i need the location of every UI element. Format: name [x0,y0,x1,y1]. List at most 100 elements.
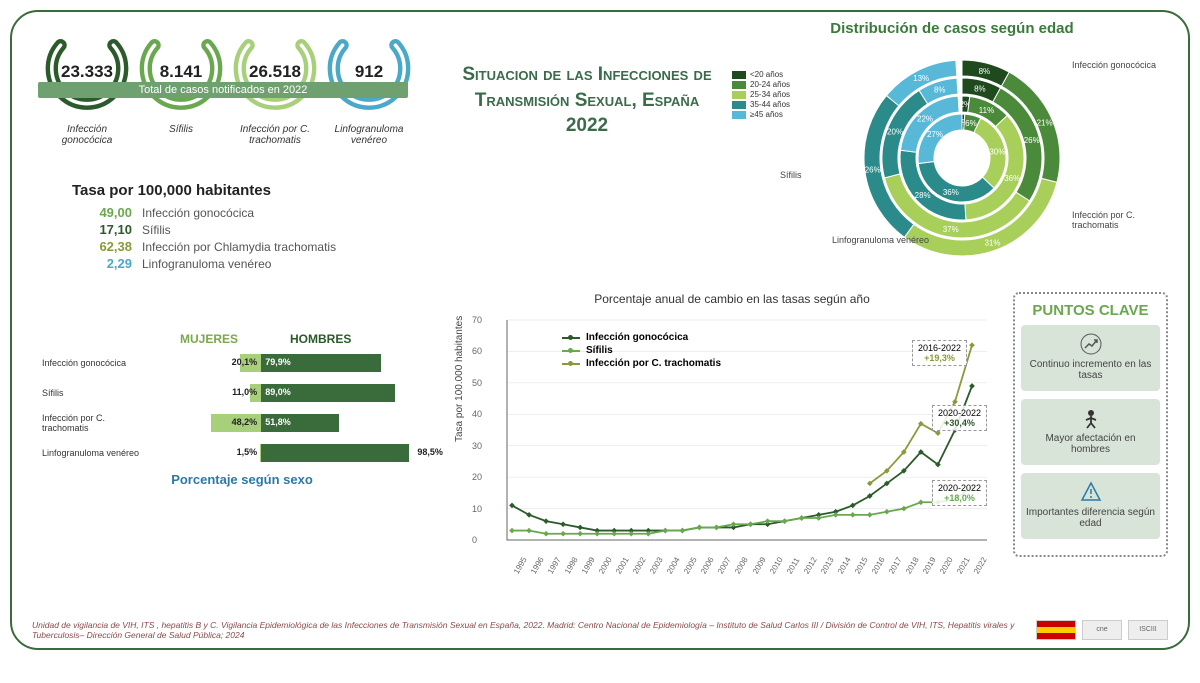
line-chart-legend: Infección gonocócica Sífilis Infección por… [562,330,721,371]
svg-text:6%: 6% [965,119,977,128]
line-chart-callout: 2020-2022+18,0% [932,480,987,506]
rate-label: Linfogranuloma venéreo [142,257,271,271]
donut-callout-sif: Sífilis [780,170,802,180]
donut-chart: Distribución de casos según edad 8% 21% 31… [732,20,1172,270]
bar-male: 98,5% [261,444,409,462]
svg-text:30%: 30% [989,147,1005,156]
svg-text:8%: 8% [979,67,991,76]
key-point-card: Importantes diferencia según edad [1021,473,1160,539]
sex-row-label: Infección gonocócica [42,358,152,368]
line-chart-title: Porcentaje anual de cambio en las tasas … [462,292,1002,306]
svg-text:28%: 28% [915,191,931,200]
legend-item: Infección gonocócica [562,332,721,343]
svg-text:21%: 21% [1037,118,1053,127]
footer: Unidad de vigilancia de VIH, ITS , hepat… [32,620,1168,640]
sex-caption: Porcentaje según sexo [42,472,442,487]
svg-text:26%: 26% [865,165,881,174]
logo-cne-icon: cne [1082,620,1122,640]
infographic-frame: 23.333 Infección gonocócica 8.141 Sífili… [10,10,1190,650]
badge-value: 912 [324,62,414,82]
bar-male: 79,9% [261,354,381,372]
main-title: Situacion de las Infecciones de Transmis… [462,62,712,139]
ytick: 40 [472,409,482,419]
svg-text:11%: 11% [979,106,994,115]
legend-item: Infección por C. trachomatis [562,358,721,369]
ytick: 30 [472,441,482,451]
rate-row: 62,38 Infección por Chlamydia trachomati… [72,239,336,254]
svg-text:36%: 36% [1004,174,1020,183]
badge-label: Linfogranuloma venéreo [324,124,414,146]
line-chart-ylabel: Tasa por 100.000 habitantes [454,316,465,442]
logo-spain-flag-icon [1036,620,1076,640]
line-chart-callout: 2016-2022+19,3% [912,340,967,366]
line-chart: Porcentaje anual de cambio en las tasas … [462,292,1002,602]
rate-row: 17,10 Sífilis [72,222,336,237]
svg-text:31%: 31% [984,239,1000,248]
rate-value: 17,10 [72,222,132,237]
svg-text:20%: 20% [887,127,903,136]
rates-title: Tasa por 100,000 habitantes [72,182,336,199]
donut-legend-item: 20-24 años [732,80,790,89]
bar-male: 51,8% [261,414,339,432]
footer-text: Unidad de vigilancia de VIH, ITS , hepat… [32,620,1026,640]
rate-row: 49,00 Infección gonocócica [72,205,336,220]
bar-male: 89,0% [261,384,395,402]
badges-band: Total de casos notificados en 2022 [38,82,408,98]
svg-text:37%: 37% [943,225,959,234]
footer-logos: cne ISCIII [1036,620,1168,640]
bar-female: 48,2% [211,414,262,432]
badge-label: Sífilis [136,124,226,135]
donut-legend-item: 25-34 años [732,90,790,99]
person-icon [1025,407,1156,429]
alert-icon [1025,481,1156,503]
donut-legend: <20 años20-24 años25-34 años35-44 años≥4… [732,70,790,120]
ytick: 70 [472,315,482,325]
donut-title: Distribución de casos según edad [732,20,1172,37]
sex-header-f: MUJERES [180,332,260,346]
ytick: 20 [472,472,482,482]
donut-legend-item: 35-44 años [732,100,790,109]
donut-callout-lgv: Linfogranuloma venéreo [832,235,929,245]
rate-label: Sífilis [142,223,171,237]
svg-text:36%: 36% [943,188,959,197]
sex-row: Linfogranuloma venéreo 1,5% 98,5% [42,440,442,466]
svg-text:27%: 27% [927,130,943,139]
sex-row: Infección gonocócica 20,1% 79,9% [42,350,442,376]
ytick: 60 [472,346,482,356]
ytick: 50 [472,378,482,388]
sex-row-label: Infección por C. trachomatis [42,413,152,433]
bar-female: 20,1% [240,354,261,372]
svg-text:8%: 8% [974,84,986,93]
donut-legend-item: ≥45 años [732,110,790,119]
key-points: PUNTOS CLAVE Continuo incremento en las … [1013,292,1168,557]
badge-value: 8.141 [136,62,226,82]
bar-female: 11,0% [250,384,262,402]
sex-row-label: Linfogranuloma venéreo [42,448,152,458]
sex-row: Infección por C. trachomatis 48,2% 51,8% [42,410,442,436]
svg-text:22%: 22% [917,115,933,124]
badge-label: Infección gonocócica [42,124,132,146]
line-chart-callout: 2020-2022+30,4% [932,405,987,431]
sex-header-m: HOMBRES [290,332,351,346]
donut-callout-chlam: Infección por C. trachomatis [1072,210,1172,230]
rate-label: Infección gonocócica [142,206,254,220]
key-points-title: PUNTOS CLAVE [1021,302,1160,319]
rate-label: Infección por Chlamydia trachomatis [142,240,336,254]
badge-value: 23.333 [42,62,132,82]
key-point-card: Continuo incremento en las tasas [1021,325,1160,391]
logo-isciii-icon: ISCIII [1128,620,1168,640]
trend-up-icon [1025,333,1156,355]
donut-legend-item: <20 años [732,70,790,79]
rate-value: 62,38 [72,239,132,254]
rate-row: 2,29 Linfogranuloma venéreo [72,256,336,271]
svg-text:26%: 26% [1024,136,1040,145]
sex-row-label: Sífilis [42,388,152,398]
rate-value: 49,00 [72,205,132,220]
donut-callout-gono: Infección gonocócica [1072,60,1156,70]
svg-text:13%: 13% [913,74,929,83]
svg-text:8%: 8% [934,86,946,95]
ytick: 10 [472,504,482,514]
ytick: 0 [472,535,477,545]
legend-item: Sífilis [562,345,721,356]
rate-value: 2,29 [72,256,132,271]
